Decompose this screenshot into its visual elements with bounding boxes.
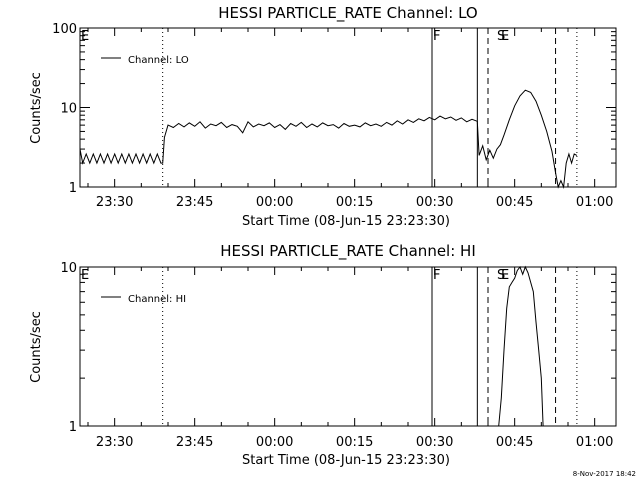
- y-tick-label: 1: [69, 181, 77, 196]
- x-tick-label: 00:00: [256, 195, 293, 210]
- y-axis-label: Counts/sec: [29, 311, 44, 383]
- chart-title: HESSI PARTICLE_RATE Channel: HI: [220, 242, 476, 261]
- hi-channel-panel: HESSI PARTICLE_RATE Channel: HI Counts/s…: [29, 242, 617, 468]
- x-tick-label: 00:30: [416, 435, 453, 450]
- flag-label: S: [497, 29, 505, 44]
- x-tick-label: 23:30: [96, 435, 133, 450]
- x-tick-label: 00:15: [336, 435, 373, 450]
- y-tick-label: 10: [60, 102, 77, 117]
- x-tick-label: 00:45: [496, 435, 533, 450]
- x-tick-label: 00:45: [496, 195, 533, 210]
- x-tick-label: 01:00: [576, 195, 613, 210]
- series-line: [79, 89, 578, 189]
- lo-channel-panel: HESSI PARTICLE_RATE Channel: LO Counts/s…: [29, 4, 617, 229]
- y-tick-label: 100: [52, 22, 77, 37]
- y-tick-label: 1: [69, 420, 77, 435]
- x-tick-label: 00:30: [416, 195, 453, 210]
- flag-label: E: [81, 29, 89, 44]
- chart-title: HESSI PARTICLE_RATE Channel: LO: [218, 4, 477, 23]
- flag-label: F: [433, 268, 440, 283]
- legend-label: Channel: HI: [128, 294, 186, 305]
- x-axis-label: Start Time (08-Jun-15 23:23:30): [242, 214, 450, 229]
- flag-label: F: [433, 29, 440, 44]
- flag-label: E: [501, 29, 509, 44]
- y-axis-label: Counts/sec: [29, 72, 44, 144]
- footer-timestamp: 8-Nov-2017 18:42: [573, 470, 636, 478]
- x-tick-label: 23:45: [176, 195, 213, 210]
- flag-label: S: [497, 268, 505, 283]
- x-tick-label: 01:00: [576, 435, 613, 450]
- flag-label: E: [501, 268, 509, 283]
- x-tick-label: 23:45: [176, 435, 213, 450]
- y-tick-label: 10: [60, 261, 77, 276]
- legend-label: Channel: LO: [128, 55, 189, 66]
- flag-label: E: [81, 268, 89, 283]
- x-tick-label: 23:30: [96, 195, 133, 210]
- x-tick-label: 00:00: [256, 435, 293, 450]
- plot-frame: [79, 266, 617, 427]
- series-line: [498, 265, 544, 427]
- x-tick-label: 00:15: [336, 195, 373, 210]
- x-axis-label: Start Time (08-Jun-15 23:23:30): [242, 453, 450, 468]
